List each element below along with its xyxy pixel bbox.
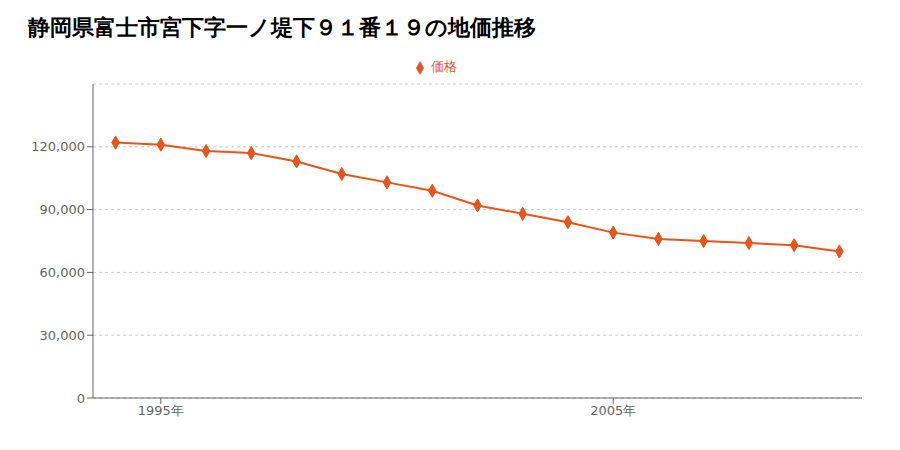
html-text:静岡県富士市宮下字一ノ堤下９１番１９の地価推移: 静岡県富士市宮下字一ノ堤下９１番１９の地価推移	[28, 15, 536, 40]
svg-text:30,000: 30,000	[40, 328, 86, 343]
svg-text:90,000: 90,000	[40, 202, 86, 217]
html-text:価格: 価格	[431, 59, 457, 74]
svg-text:0: 0	[77, 391, 85, 406]
svg-text:1995年: 1995年	[138, 403, 184, 418]
svg-text:60,000: 60,000	[40, 265, 86, 280]
svg-text:2005年: 2005年	[590, 403, 636, 418]
svg-text:120,000: 120,000	[31, 139, 85, 154]
